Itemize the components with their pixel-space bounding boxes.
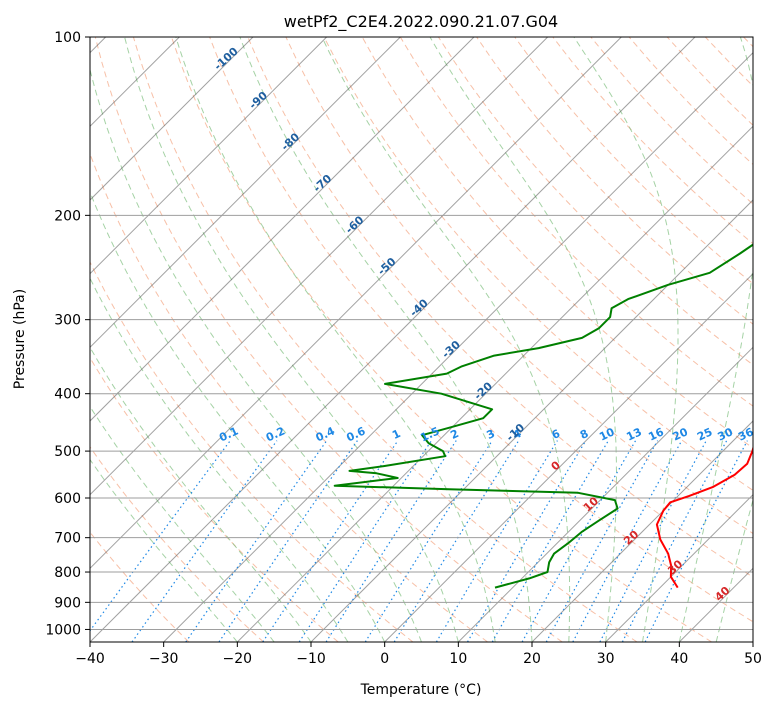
dry-adiabat xyxy=(171,37,712,642)
mixing-ratio-line xyxy=(435,440,558,642)
isotherm-line xyxy=(605,493,753,642)
y-axis: 100 200 300 400 500 600 700 800 900 1000 xyxy=(45,30,90,638)
x-tick-label: 40 xyxy=(670,651,688,667)
isotherm-line xyxy=(90,37,328,275)
isotherm-line xyxy=(90,37,254,201)
background-lines xyxy=(90,37,753,642)
mixing-ratio-line xyxy=(491,440,609,642)
isotherm-line xyxy=(457,346,753,642)
mixing-ratio-line xyxy=(393,440,520,642)
mixing-ratio-label: 25 xyxy=(695,425,714,443)
dry-adiabat xyxy=(94,37,563,642)
y-tick-label: 200 xyxy=(54,208,81,224)
isotherm-line xyxy=(90,37,475,422)
dry-adiabat xyxy=(285,37,753,535)
moist-adiabat xyxy=(715,498,753,642)
mixing-ratio-line xyxy=(599,440,707,642)
dry-adiabat xyxy=(247,37,753,578)
y-tick-label: 700 xyxy=(54,531,81,547)
plot-background xyxy=(90,37,753,642)
mixing-ratio-label: 20 xyxy=(671,425,691,443)
pressure-grid xyxy=(90,37,753,630)
isotherm-line xyxy=(384,272,753,642)
x-tick-label: 30 xyxy=(597,651,615,667)
mixing-ratio-label: 30 xyxy=(716,425,736,443)
dry-adiabat xyxy=(132,37,638,642)
x-axis-title: Temperature (°C) xyxy=(360,682,482,698)
chart-title: wetPf2_C2E4.2022.090.21.07.G04 xyxy=(284,12,558,32)
mixing-ratio-label: 10 xyxy=(597,425,617,443)
y-tick-label: 400 xyxy=(54,387,81,403)
moist-adiabat xyxy=(90,458,238,642)
dry-adiabat xyxy=(323,37,753,491)
mixing-ratio-label: 13 xyxy=(624,425,643,443)
mixing-ratio-line xyxy=(545,440,659,642)
moist-adiabat xyxy=(175,37,496,642)
dry-adiabat xyxy=(90,260,414,642)
x-tick-label: 50 xyxy=(744,651,762,667)
y-tick-label: 100 xyxy=(54,30,81,46)
y-tick-label: 600 xyxy=(54,491,81,507)
y-axis-title: Pressure (hPa) xyxy=(12,289,28,389)
x-tick-label: 0 xyxy=(380,651,389,667)
x-tick-label: −40 xyxy=(75,651,105,667)
moist-adiabat xyxy=(321,37,571,642)
x-tick-label: 10 xyxy=(449,651,467,667)
isotherm-line xyxy=(163,51,753,642)
mixing-ratio-line xyxy=(185,440,328,642)
moist-adiabat xyxy=(573,37,679,642)
isotherm-line xyxy=(752,641,753,642)
moist-adiabat xyxy=(678,37,753,642)
x-axis: −40 −30 −20 −10 0 10 20 30 40 50 xyxy=(75,642,762,667)
mixing-ratio-line xyxy=(521,440,637,642)
y-tick-label: 1000 xyxy=(45,622,81,638)
mixing-ratio-line xyxy=(131,440,278,642)
isotherm-line xyxy=(90,37,549,496)
plot-frame xyxy=(89,36,754,643)
mixing-ratio-line xyxy=(621,440,728,642)
dry-adiabat xyxy=(476,37,753,325)
dry-adiabat xyxy=(514,37,753,285)
moist-adiabat xyxy=(239,37,533,642)
mixing-ratio-line xyxy=(572,440,683,642)
isotherm-line xyxy=(90,37,401,349)
isotherm-line xyxy=(90,37,622,570)
mixing-ratio-line xyxy=(466,440,587,642)
x-tick-label: −30 xyxy=(149,651,179,667)
moist-adiabat xyxy=(90,277,349,642)
mixing-ratio-line xyxy=(364,440,493,642)
moist-adiabat xyxy=(90,190,386,642)
moist-adiabat xyxy=(90,405,275,642)
y-tick-label: 900 xyxy=(54,595,81,611)
isotherm-line xyxy=(90,37,696,642)
temperature-line xyxy=(655,445,753,589)
y-tick-label: 800 xyxy=(54,565,81,581)
dry-adiabat xyxy=(90,446,264,642)
moist-adiabat xyxy=(90,67,422,642)
y-tick-label: 500 xyxy=(54,444,81,460)
series-layer xyxy=(333,243,753,589)
x-tick-label: −20 xyxy=(223,651,253,667)
dry-adiabat xyxy=(209,37,753,623)
mixing-ratio-label: 36 xyxy=(736,425,756,443)
isotherm-line xyxy=(236,125,753,642)
mixing-ratio-label: 16 xyxy=(646,425,666,443)
x-tick-label: 20 xyxy=(523,651,541,667)
moist-adiabat xyxy=(429,37,617,642)
isotherm-line xyxy=(531,420,753,642)
dewpoint-line xyxy=(333,243,753,589)
mixing-ratio-line xyxy=(644,440,748,642)
y-tick-label: 300 xyxy=(54,313,81,329)
x-tick-label: −10 xyxy=(296,651,326,667)
isotherm-line xyxy=(310,199,753,642)
